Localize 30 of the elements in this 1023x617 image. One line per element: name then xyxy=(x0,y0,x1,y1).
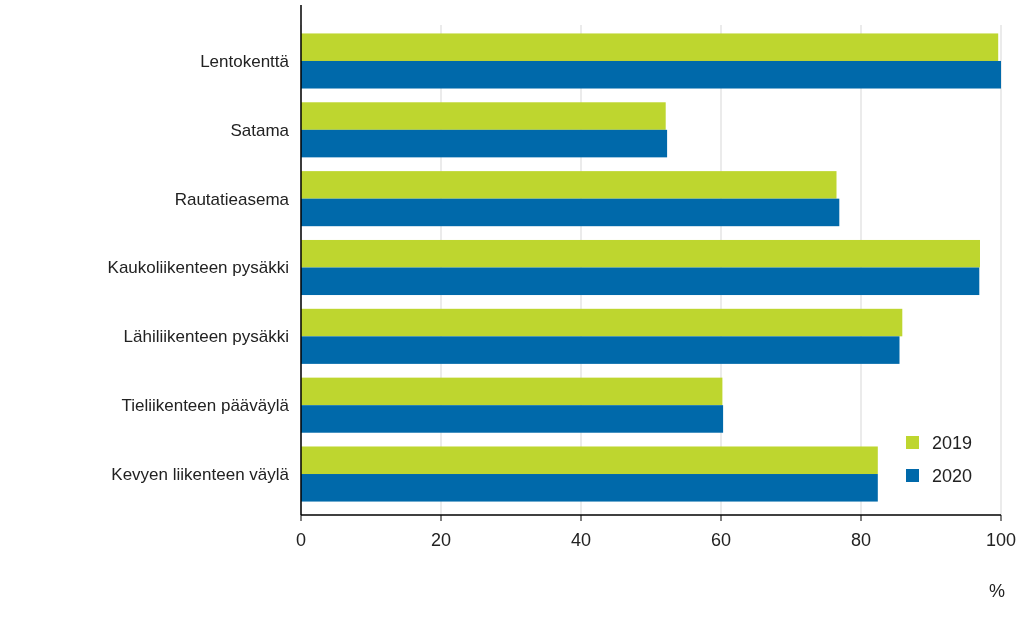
bar xyxy=(301,474,878,502)
bar xyxy=(301,33,999,61)
bar xyxy=(301,239,980,268)
x-tick-label: 80 xyxy=(850,530,872,550)
x-tick-label: 60 xyxy=(710,530,732,550)
y-tick-label: Satama xyxy=(230,120,290,140)
legend-label: 2019 xyxy=(932,433,973,454)
legend-label: 2020 xyxy=(932,466,973,487)
bar xyxy=(301,102,666,130)
y-tick-label: Lähiliikenteen pysäkki xyxy=(123,327,289,347)
x-tick-label: 40 xyxy=(570,530,592,550)
bar xyxy=(301,377,723,406)
bar xyxy=(301,308,903,337)
y-tick-label: Rautatieasema xyxy=(174,189,290,209)
bar xyxy=(301,267,980,296)
bar xyxy=(301,60,1001,89)
bar xyxy=(301,171,837,199)
y-tick-label: Tieliikenteen pääväylä xyxy=(121,396,290,416)
x-axis-title: % xyxy=(988,581,1005,601)
bar xyxy=(301,336,900,364)
y-tick-label: Kaukoliikenteen pysäkki xyxy=(107,258,289,278)
bar xyxy=(301,198,840,227)
x-tick-label: 20 xyxy=(430,530,452,550)
bar xyxy=(301,405,724,433)
y-tick-label: Lentokenttä xyxy=(200,51,290,71)
x-tick-label: 100 xyxy=(985,530,1017,550)
x-tick-label: 0 xyxy=(295,530,307,550)
bar xyxy=(301,129,668,158)
bar xyxy=(301,446,878,475)
y-tick-label: Kevyen liikenteen väylä xyxy=(111,464,290,484)
